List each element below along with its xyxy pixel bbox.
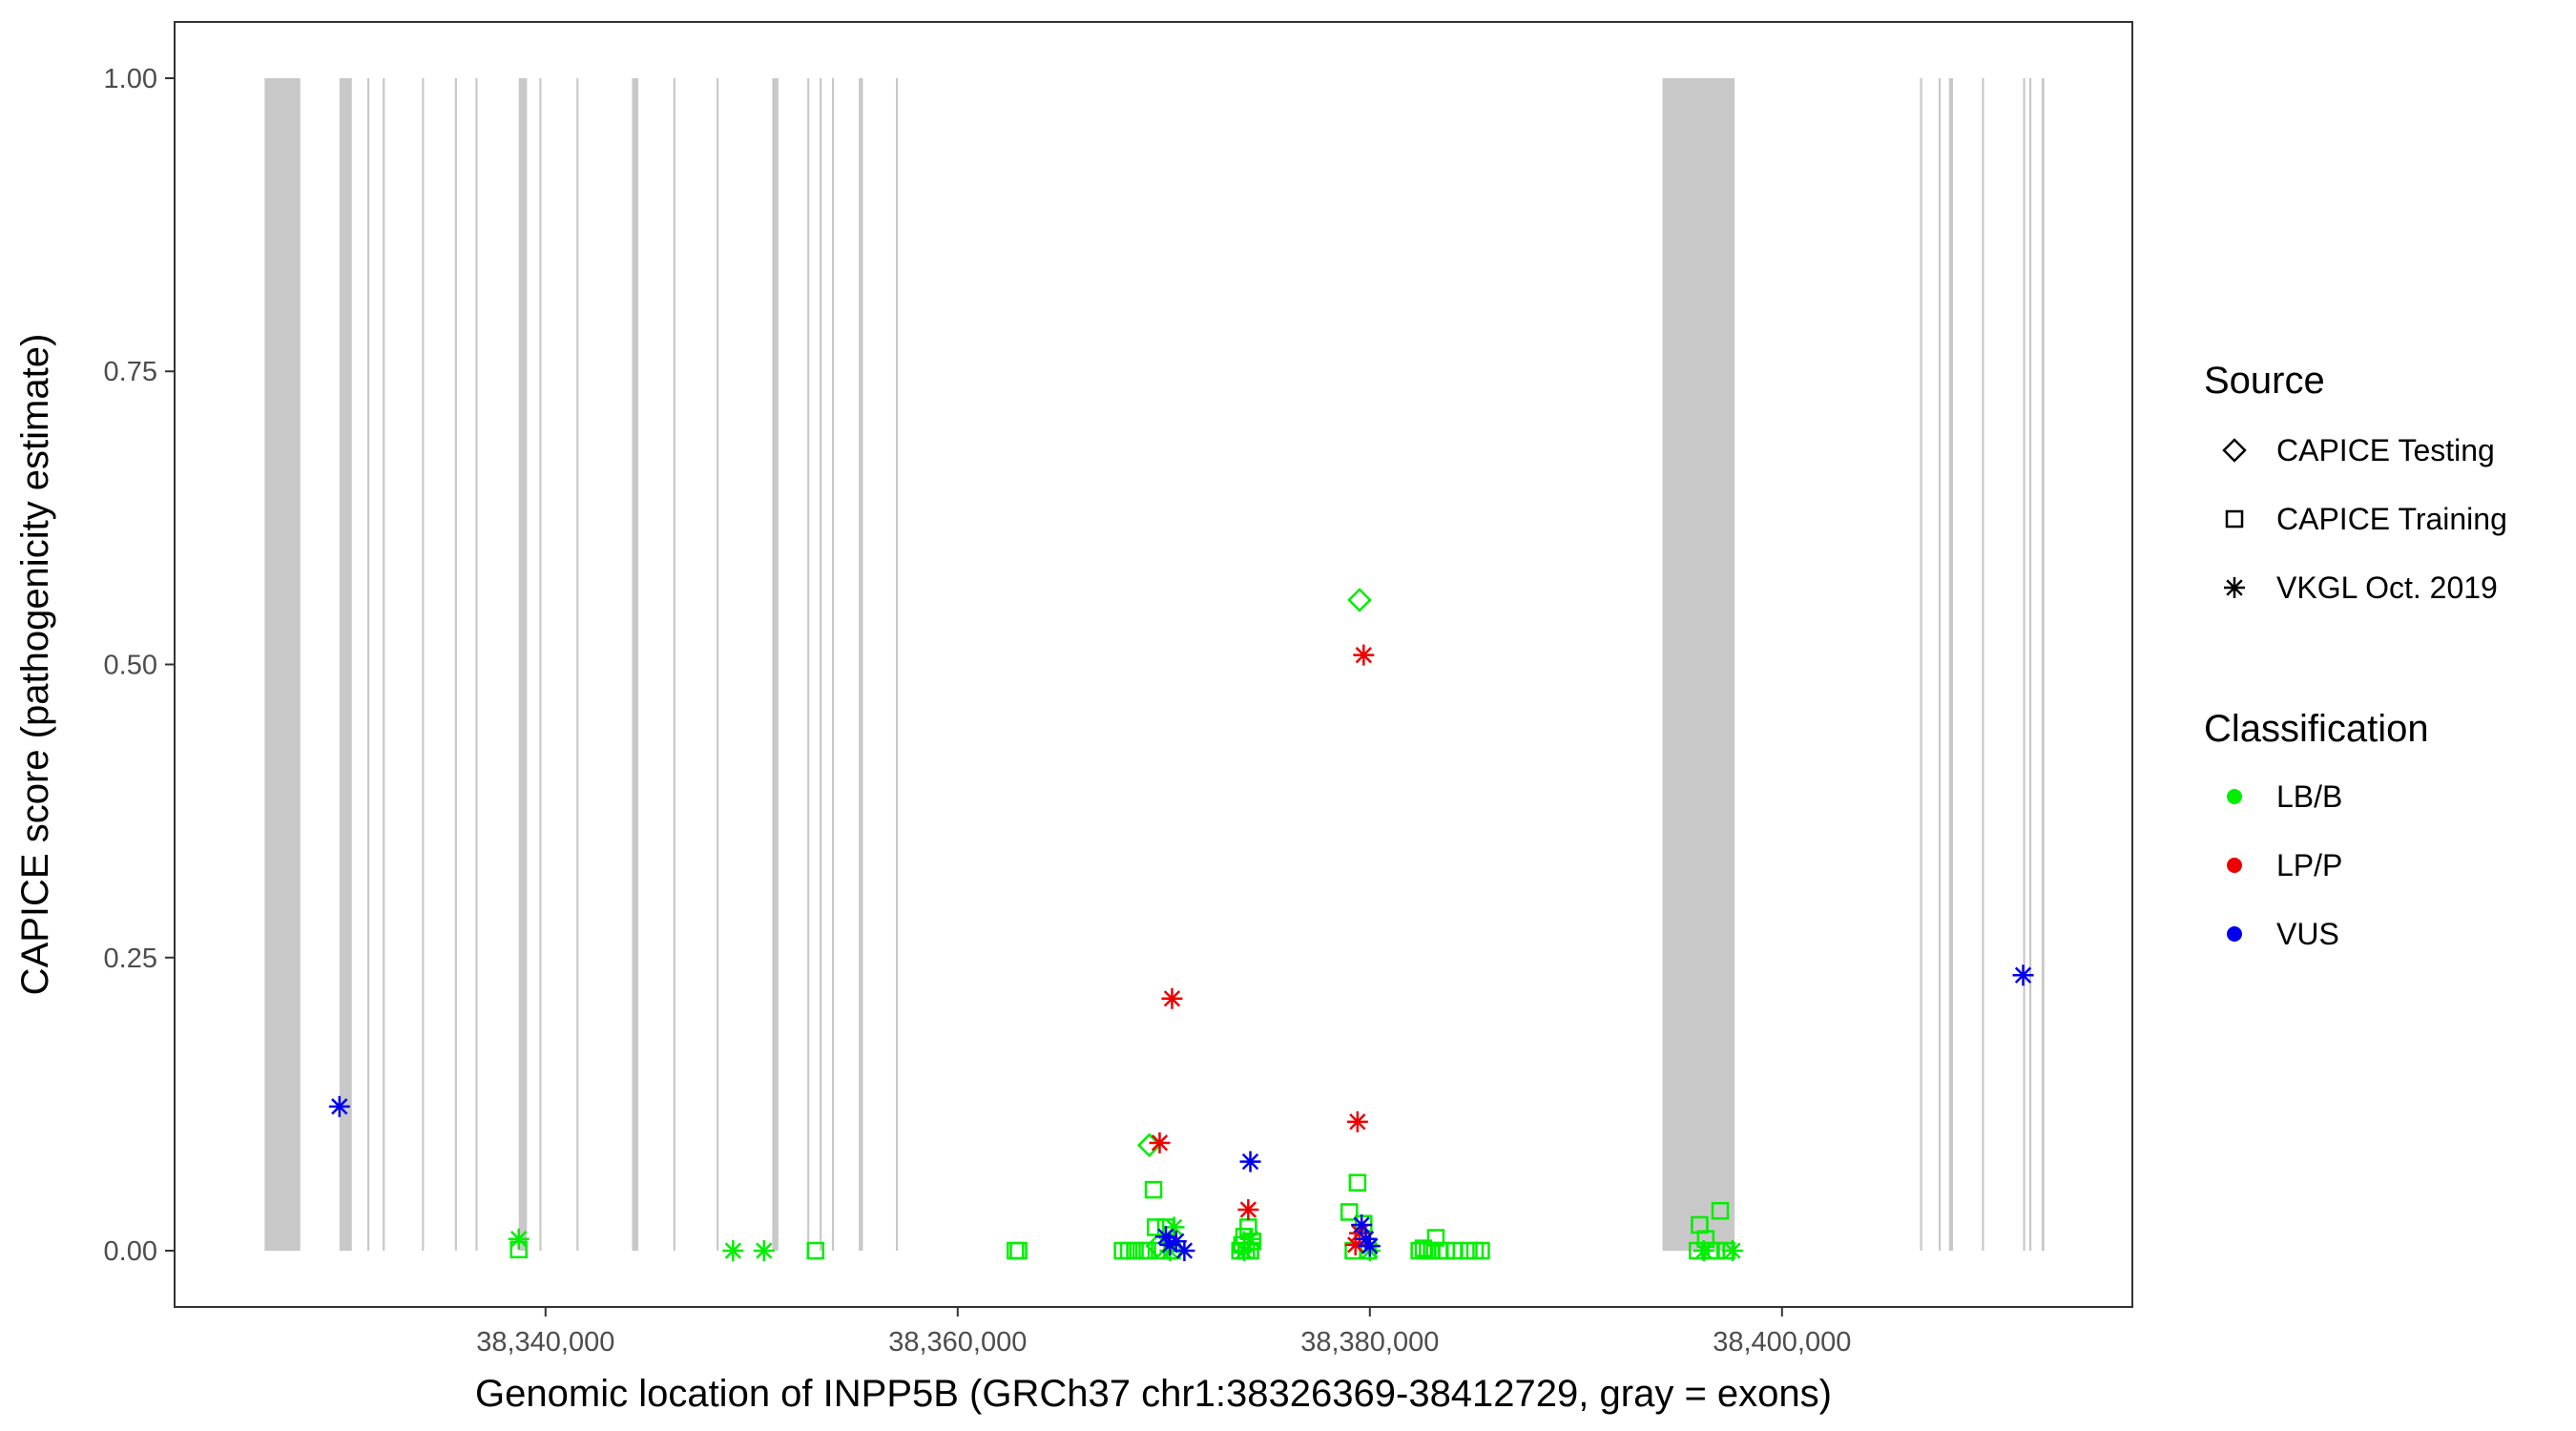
y-tick-label: 0.00 (104, 1236, 157, 1267)
data-point (1346, 1110, 1368, 1132)
exon-band (820, 77, 822, 1252)
exon-band (454, 77, 457, 1252)
data-point (1146, 1218, 1165, 1236)
x-axis: 38,340,000 38,360,000 38,380,000 38,400,000 (476, 1307, 1851, 1358)
data-point (1711, 1201, 1730, 1220)
legend-title: Source (2204, 360, 2325, 402)
legend-key (2227, 926, 2242, 942)
exon-band (673, 77, 675, 1252)
data-point (1237, 1198, 1259, 1220)
data-point (1159, 1234, 1181, 1255)
data-point (1351, 1213, 1373, 1235)
legend-key (2227, 858, 2242, 873)
data-points (328, 588, 2034, 1262)
exon-band (1982, 77, 1984, 1252)
data-point (1161, 987, 1183, 1009)
legend-group-classification: Classification LB/B LP/P VUS (2204, 708, 2429, 951)
x-axis-title: Genomic location of INPP5B (GRCh37 chr1:… (475, 1373, 1832, 1415)
exon-band (896, 77, 899, 1252)
exon-band (1662, 77, 1735, 1252)
data-point (1174, 1240, 1195, 1262)
exon-band (2041, 77, 2045, 1252)
data-point (753, 1240, 775, 1262)
data-point (1355, 1228, 1377, 1250)
exon-band (383, 77, 385, 1252)
data-point (1154, 1226, 1176, 1248)
legend: Source CAPICE Testing CAPICE Training VKGL … (2204, 360, 2507, 951)
legend-key (2222, 438, 2247, 463)
data-point (1009, 1241, 1028, 1260)
exon-band (1920, 77, 1922, 1252)
exon-band (264, 77, 301, 1252)
data-point (1165, 1231, 1187, 1253)
y-tick-label: 0.75 (104, 357, 157, 387)
legend-key (2225, 509, 2244, 529)
data-point (2012, 964, 2034, 986)
legend-group-source: Source CAPICE Testing CAPICE Training VKGL … (2204, 360, 2507, 605)
data-point (1472, 1241, 1490, 1260)
exon-band (1948, 77, 1954, 1252)
data-point (1239, 1151, 1261, 1172)
exon-band (2029, 77, 2032, 1252)
y-axis-title: CAPICE score (pathogenicity estimate) (14, 334, 56, 996)
legend-key (2227, 789, 2242, 804)
data-point (1721, 1240, 1743, 1262)
series-vkgl-oct-2019-vus (328, 964, 2034, 1262)
x-tick-label: 38,360,000 (888, 1327, 1027, 1358)
data-point (1340, 1203, 1359, 1221)
data-point (1149, 1131, 1171, 1153)
exon-band (366, 77, 370, 1252)
data-point (1138, 1241, 1156, 1260)
data-point (1693, 1240, 1714, 1262)
exon-band (2023, 77, 2025, 1252)
legend-label: LP/P (2276, 848, 2342, 882)
data-point (1163, 1216, 1185, 1238)
data-point (1348, 1173, 1367, 1192)
data-point (508, 1228, 530, 1250)
exon-band (632, 77, 638, 1252)
exon-band (339, 77, 352, 1252)
y-tick-label: 0.50 (104, 651, 157, 681)
y-tick-label: 1.00 (104, 64, 157, 94)
data-point (1426, 1229, 1445, 1247)
data-point (1359, 1235, 1381, 1257)
data-point (328, 1095, 350, 1117)
data-point (1239, 1228, 1261, 1250)
data-point (1691, 1215, 1709, 1234)
legend-label: CAPICE Testing (2276, 433, 2495, 467)
data-point (1234, 1240, 1256, 1262)
data-point (722, 1240, 744, 1262)
legend-label: LB/B (2276, 779, 2342, 814)
exon-band (859, 77, 863, 1252)
exon-band (772, 77, 779, 1252)
exon-band (1938, 77, 1942, 1252)
exon-band (475, 77, 478, 1252)
legend-label: CAPICE Training (2276, 502, 2507, 536)
x-tick-label: 38,380,000 (1300, 1327, 1439, 1358)
legend-key (2224, 577, 2245, 598)
x-tick-label: 38,340,000 (476, 1327, 614, 1358)
exon-band (717, 77, 719, 1252)
data-point (1344, 1234, 1366, 1255)
exon-band (832, 77, 835, 1252)
legend-label: VKGL Oct. 2019 (2276, 570, 2498, 605)
exon-band (807, 77, 810, 1252)
exon-band (422, 77, 425, 1252)
data-point (1696, 1230, 1715, 1248)
data-point (1353, 644, 1375, 666)
data-point (806, 1241, 825, 1260)
data-point (1144, 1180, 1163, 1199)
y-tick-label: 0.25 (104, 944, 157, 974)
exon-band (539, 77, 542, 1252)
legend-title: Classification (2204, 708, 2429, 750)
exon-band (576, 77, 579, 1252)
exon-band (518, 77, 528, 1252)
legend-label: VUS (2276, 917, 2339, 951)
x-tick-label: 38,400,000 (1713, 1327, 1851, 1358)
data-point (1347, 588, 1372, 612)
y-axis: 0.00 0.25 0.50 0.75 1.00 (104, 64, 175, 1267)
exon-bands (264, 77, 2045, 1252)
